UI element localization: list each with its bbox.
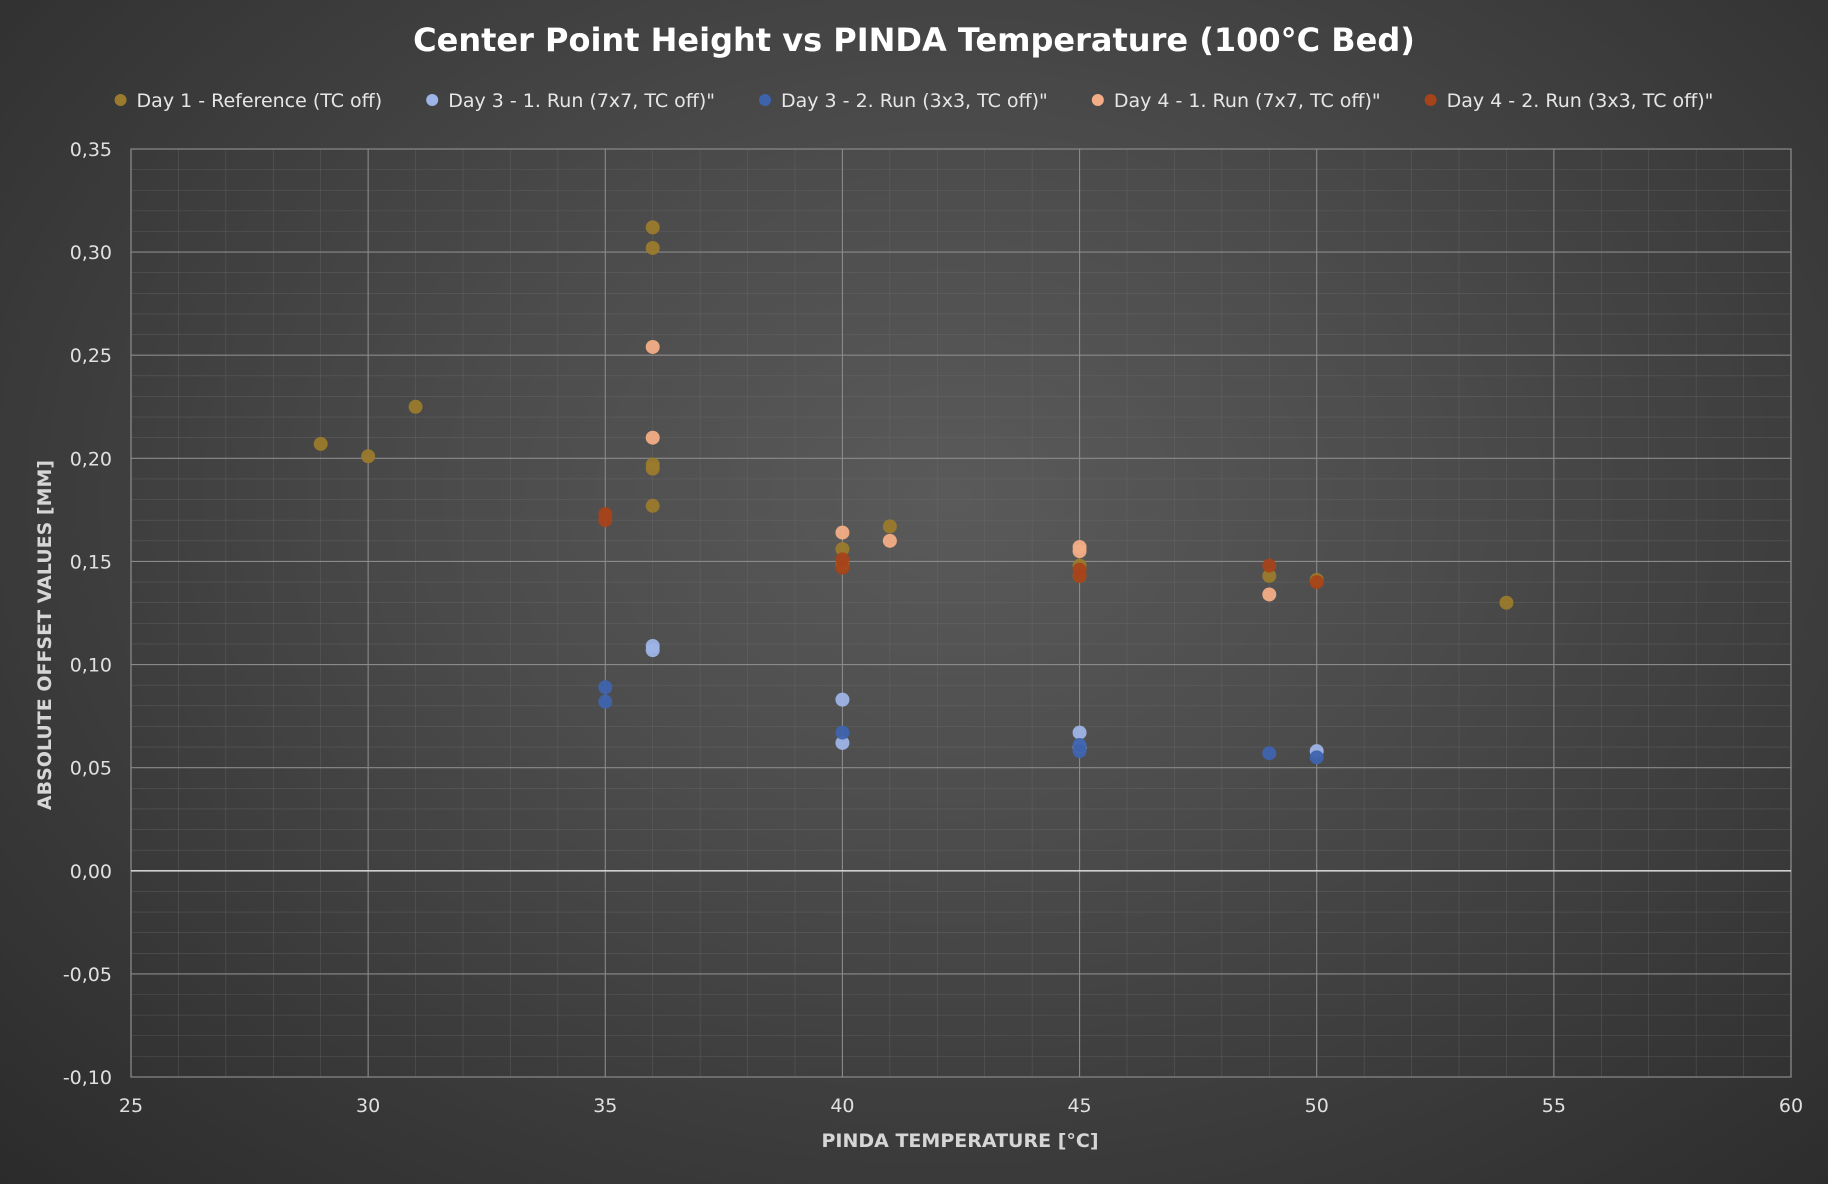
data-point-series-1 bbox=[882, 519, 897, 534]
y-tick-label: 0,10 bbox=[70, 655, 112, 677]
data-point-series-4 bbox=[835, 525, 850, 540]
data-point-series-5 bbox=[598, 513, 613, 528]
legend-item-3: Day 3 - 2. Run (3x3, TC off)" bbox=[759, 90, 1048, 112]
x-tick-label: 60 bbox=[1779, 1095, 1803, 1117]
data-point-series-1 bbox=[1262, 568, 1277, 583]
data-point-series-2 bbox=[645, 643, 660, 658]
data-point-series-1 bbox=[645, 220, 660, 235]
x-tick-label: 40 bbox=[830, 1095, 854, 1117]
y-tick-label: 0,20 bbox=[70, 448, 112, 470]
data-point-series-4 bbox=[645, 430, 660, 445]
data-point-series-3 bbox=[1262, 746, 1277, 761]
data-point-series-4 bbox=[1072, 544, 1087, 559]
x-axis-title: PINDA TEMPERATURE [°C] bbox=[821, 1130, 1098, 1152]
y-tick-label: 0,15 bbox=[70, 551, 112, 573]
x-tick-label: 50 bbox=[1305, 1095, 1329, 1117]
data-point-series-5 bbox=[1262, 558, 1277, 573]
legend-label: Day 3 - 1. Run (7x7, TC off)" bbox=[448, 90, 715, 112]
legend-item-5: Day 4 - 2. Run (3x3, TC off)" bbox=[1424, 90, 1714, 112]
y-tick-label: 0,00 bbox=[70, 861, 112, 883]
minor-gridlines bbox=[130, 148, 1792, 1078]
plot-frame bbox=[130, 148, 1792, 1078]
data-point-series-4 bbox=[882, 533, 897, 548]
data-point-series-5 bbox=[1309, 575, 1324, 590]
data-point-series-3 bbox=[598, 694, 613, 709]
data-point-series-4 bbox=[1262, 587, 1277, 602]
legend-label: Day 1 - Reference (TC off) bbox=[137, 90, 383, 112]
data-point-series-5 bbox=[835, 560, 850, 575]
data-point-series-2 bbox=[1072, 725, 1087, 740]
legend-item-2: Day 3 - 1. Run (7x7, TC off)" bbox=[426, 90, 715, 112]
legend-label: Day 4 - 2. Run (3x3, TC off)" bbox=[1447, 90, 1714, 112]
data-point-series-5 bbox=[1072, 568, 1087, 583]
legend-marker bbox=[114, 94, 127, 106]
data-point-series-4 bbox=[645, 339, 660, 354]
x-tick-label: 55 bbox=[1542, 1095, 1566, 1117]
x-tick-label: 45 bbox=[1067, 1095, 1091, 1117]
legend: Day 1 - Reference (TC off) Day 3 - 1. Run… bbox=[114, 90, 1714, 112]
data-point-series-1 bbox=[645, 461, 660, 476]
data-point-series-1 bbox=[645, 498, 660, 513]
data-point-series-3 bbox=[1309, 750, 1324, 765]
legend-label: Day 3 - 2. Run (3x3, TC off)" bbox=[781, 90, 1048, 112]
x-axis-tick-labels: 25 30 35 40 45 50 55 60 bbox=[119, 1095, 1803, 1117]
legend-marker bbox=[759, 94, 772, 106]
data-points bbox=[313, 220, 1514, 765]
y-tick-label: 0,30 bbox=[70, 242, 112, 264]
data-point-series-1 bbox=[313, 436, 328, 451]
x-tick-label: 30 bbox=[356, 1095, 380, 1117]
data-point-series-1 bbox=[408, 399, 423, 414]
legend-marker bbox=[1424, 94, 1437, 106]
y-tick-label: -0,10 bbox=[63, 1067, 112, 1089]
chart-title: Center Point Height vs PINDA Temperature… bbox=[413, 21, 1415, 59]
y-axis-title: ABSOLUTE OFFSET VALUES [MM] bbox=[34, 460, 56, 810]
data-point-series-3 bbox=[598, 680, 613, 695]
y-tick-label: 0,35 bbox=[70, 139, 112, 161]
legend-marker bbox=[426, 94, 439, 106]
data-point-series-3 bbox=[835, 725, 850, 740]
y-tick-label: 0,25 bbox=[70, 345, 112, 367]
legend-item-1: Day 1 - Reference (TC off) bbox=[114, 90, 383, 112]
plot-area-border bbox=[130, 148, 1792, 1078]
y-tick-label: 0,05 bbox=[70, 758, 112, 780]
data-point-series-3 bbox=[1072, 744, 1087, 759]
y-tick-label: -0,05 bbox=[63, 964, 112, 986]
legend-label: Day 4 - 1. Run (7x7, TC off)" bbox=[1114, 90, 1381, 112]
data-point-series-1 bbox=[1499, 595, 1514, 610]
x-tick-label: 25 bbox=[119, 1095, 143, 1117]
data-point-series-2 bbox=[835, 735, 850, 750]
data-point-series-1 bbox=[645, 240, 660, 255]
x-tick-label: 35 bbox=[593, 1095, 617, 1117]
data-point-series-1 bbox=[835, 542, 850, 557]
major-gridlines bbox=[130, 148, 1792, 1078]
data-point-series-1 bbox=[361, 449, 376, 464]
legend-item-4: Day 4 - 1. Run (7x7, TC off)" bbox=[1091, 90, 1381, 112]
data-point-series-2 bbox=[835, 692, 850, 707]
y-axis-tick-labels: -0,10 -0,05 0,00 0,05 0,10 0,15 0,20 0,25 0,30 0,… bbox=[63, 139, 112, 1089]
legend-marker bbox=[1091, 94, 1104, 106]
